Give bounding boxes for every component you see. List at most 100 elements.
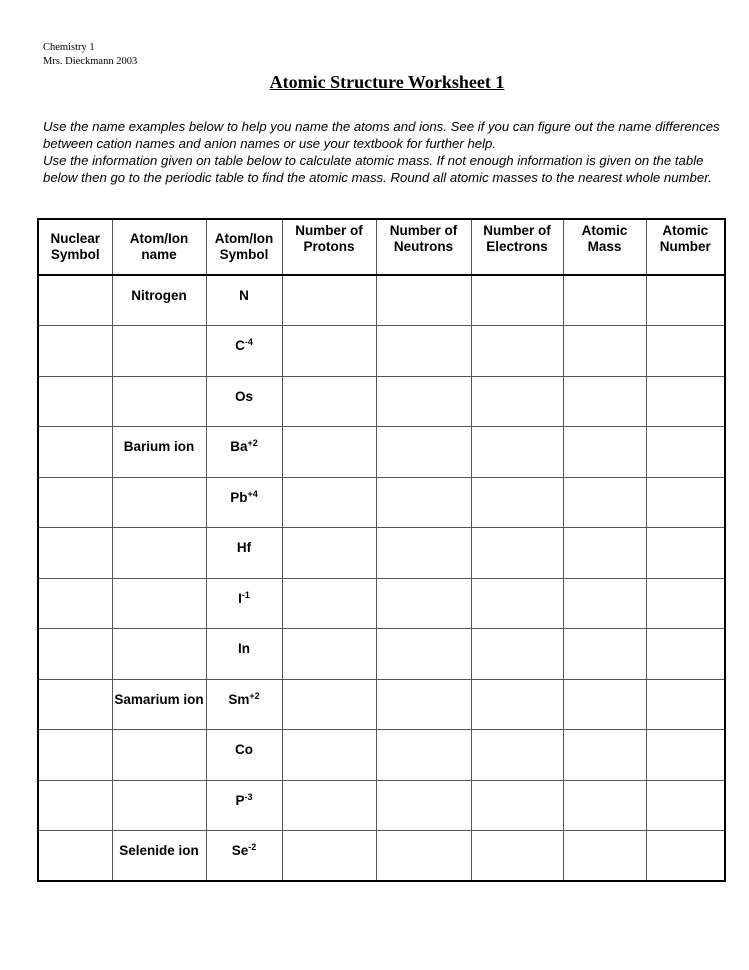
- atom-symbol: Co: [235, 742, 253, 757]
- answer-cell[interactable]: [375, 830, 472, 882]
- answer-cell[interactable]: [281, 779, 377, 831]
- answer-cell[interactable]: [562, 375, 647, 427]
- answer-cell[interactable]: [562, 325, 647, 377]
- atom-symbol-cell: Ba+2: [205, 426, 283, 478]
- answer-cell[interactable]: [562, 628, 647, 680]
- answer-cell[interactable]: [562, 729, 647, 781]
- answer-cell[interactable]: [375, 678, 472, 730]
- answer-cell[interactable]: [281, 476, 377, 528]
- answer-cell[interactable]: [375, 779, 472, 831]
- atom-name-cell: Barium ion: [111, 426, 207, 478]
- answer-cell[interactable]: [562, 426, 647, 478]
- answer-cell[interactable]: [470, 779, 564, 831]
- answer-cell[interactable]: [375, 325, 472, 377]
- atom-name-cell[interactable]: [111, 527, 207, 579]
- atom-symbol-cell: Hf: [205, 527, 283, 579]
- atom-symbol: I: [238, 590, 242, 606]
- answer-cell[interactable]: [281, 729, 377, 781]
- ion-charge: -2: [248, 842, 257, 852]
- answer-cell[interactable]: [470, 628, 564, 680]
- answer-cell[interactable]: [470, 476, 564, 528]
- answer-cell[interactable]: [470, 426, 564, 478]
- answer-cell[interactable]: [375, 426, 472, 478]
- atom-name-cell[interactable]: [111, 628, 207, 680]
- answer-cell[interactable]: [37, 577, 113, 629]
- answer-cell[interactable]: [37, 729, 113, 781]
- answer-cell[interactable]: [37, 274, 113, 326]
- answer-cell[interactable]: [470, 577, 564, 629]
- answer-cell[interactable]: [37, 325, 113, 377]
- answer-cell[interactable]: [281, 577, 377, 629]
- answer-cell[interactable]: [645, 577, 726, 629]
- atom-name-cell[interactable]: [111, 779, 207, 831]
- answer-cell[interactable]: [562, 577, 647, 629]
- answer-cell[interactable]: [281, 830, 377, 882]
- answer-cell[interactable]: [37, 779, 113, 831]
- atom-symbol-cell: N: [205, 274, 283, 326]
- answer-cell[interactable]: [562, 678, 647, 730]
- answer-cell[interactable]: [281, 375, 377, 427]
- answer-cell[interactable]: [645, 527, 726, 579]
- table-row: Selenide ion Se-2: [37, 830, 726, 882]
- atom-name-cell[interactable]: [111, 577, 207, 629]
- answer-cell[interactable]: [37, 830, 113, 882]
- answer-cell[interactable]: [645, 426, 726, 478]
- column-header: Number of Protons: [281, 218, 377, 276]
- answer-cell[interactable]: [645, 628, 726, 680]
- answer-cell[interactable]: [470, 375, 564, 427]
- table-row: In: [37, 628, 726, 680]
- answer-cell[interactable]: [562, 830, 647, 882]
- answer-cell[interactable]: [470, 325, 564, 377]
- atom-name-cell[interactable]: [111, 325, 207, 377]
- answer-cell[interactable]: [470, 527, 564, 579]
- answer-cell[interactable]: [645, 375, 726, 427]
- column-header: Number of Electrons: [470, 218, 564, 276]
- atom-symbol: N: [239, 288, 249, 303]
- answer-cell[interactable]: [281, 628, 377, 680]
- answer-cell[interactable]: [645, 274, 726, 326]
- answer-cell[interactable]: [470, 830, 564, 882]
- answer-cell[interactable]: [281, 274, 377, 326]
- answer-cell[interactable]: [37, 678, 113, 730]
- atom-name-cell[interactable]: [111, 375, 207, 427]
- atom-symbol-cell: Pb+4: [205, 476, 283, 528]
- answer-cell[interactable]: [645, 678, 726, 730]
- answer-cell[interactable]: [375, 577, 472, 629]
- answer-cell[interactable]: [645, 830, 726, 882]
- answer-cell[interactable]: [562, 527, 647, 579]
- answer-cell[interactable]: [645, 325, 726, 377]
- atom-symbol-cell: Sm+2: [205, 678, 283, 730]
- answer-cell[interactable]: [375, 628, 472, 680]
- atom-name-cell[interactable]: [111, 476, 207, 528]
- answer-cell[interactable]: [375, 375, 472, 427]
- worksheet-table: Nuclear Symbol Atom/Ion name Atom/Ion Symb…: [37, 218, 726, 882]
- answer-cell[interactable]: [470, 678, 564, 730]
- answer-cell[interactable]: [281, 678, 377, 730]
- answer-cell[interactable]: [470, 274, 564, 326]
- answer-cell[interactable]: [375, 274, 472, 326]
- answer-cell[interactable]: [37, 628, 113, 680]
- atom-name-cell[interactable]: [111, 729, 207, 781]
- answer-cell[interactable]: [562, 476, 647, 528]
- answer-cell[interactable]: [37, 426, 113, 478]
- column-header: Atom/Ion name: [111, 218, 207, 276]
- table-row: Barium ion Ba+2: [37, 426, 726, 478]
- answer-cell[interactable]: [645, 476, 726, 528]
- answer-cell[interactable]: [37, 527, 113, 579]
- instruction-naming: Use the name examples below to help you …: [43, 119, 720, 151]
- answer-cell[interactable]: [281, 527, 377, 579]
- answer-cell[interactable]: [37, 476, 113, 528]
- answer-cell[interactable]: [562, 779, 647, 831]
- answer-cell[interactable]: [375, 476, 472, 528]
- answer-cell[interactable]: [281, 426, 377, 478]
- answer-cell[interactable]: [37, 375, 113, 427]
- answer-cell[interactable]: [281, 325, 377, 377]
- answer-cell[interactable]: [645, 729, 726, 781]
- answer-cell[interactable]: [470, 729, 564, 781]
- answer-cell[interactable]: [562, 274, 647, 326]
- answer-cell[interactable]: [375, 729, 472, 781]
- course-label: Chemistry 1: [43, 42, 95, 53]
- answer-cell[interactable]: [645, 779, 726, 831]
- answer-cell[interactable]: [375, 527, 472, 579]
- atom-symbol-cell: Co: [205, 729, 283, 781]
